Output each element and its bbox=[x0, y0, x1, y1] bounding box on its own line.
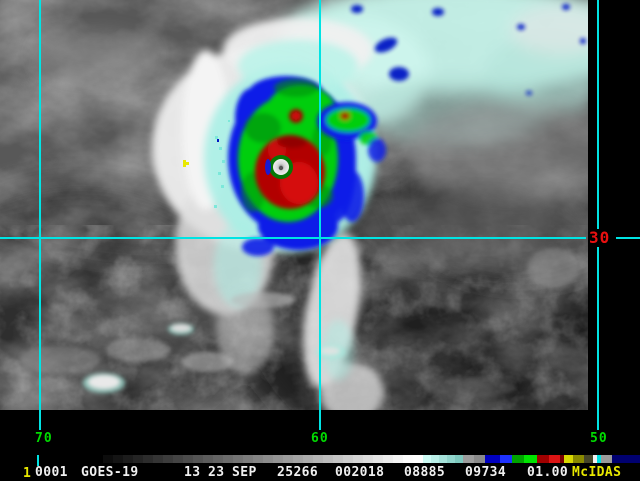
status-image-id: 0001 bbox=[35, 465, 68, 480]
colorbar-segment bbox=[431, 455, 439, 463]
colorbar-segment bbox=[243, 455, 253, 463]
colorbar-segment bbox=[123, 455, 133, 463]
colorbar-segment bbox=[303, 455, 313, 463]
colorbar-segment bbox=[173, 455, 183, 463]
colorbar-segment bbox=[573, 455, 584, 463]
status-satellite: GOES-19 bbox=[81, 465, 139, 480]
longitude-label-60: 60 bbox=[311, 431, 329, 446]
colorbar-segment bbox=[423, 455, 431, 463]
satellite-image-canvas bbox=[0, 0, 588, 410]
colorbar-segment bbox=[373, 455, 383, 463]
colorbar-segment bbox=[253, 455, 263, 463]
status-value-1: 08885 bbox=[404, 465, 446, 480]
colorbar-segment bbox=[363, 455, 373, 463]
status-time: 002018 bbox=[335, 465, 385, 480]
colorbar-segment bbox=[143, 455, 153, 463]
colorbar-segment bbox=[213, 455, 223, 463]
colorbar-segment bbox=[353, 455, 363, 463]
colorbar-segment bbox=[233, 455, 243, 463]
status-day: 13 bbox=[184, 465, 201, 480]
latitude-label-30: 30 bbox=[589, 228, 611, 247]
frame-tick-mark bbox=[37, 455, 39, 466]
colorbar-segment bbox=[393, 455, 403, 463]
colorbar-segment bbox=[333, 455, 343, 463]
status-value-3: 01.00 bbox=[527, 465, 569, 480]
hurricane-eye bbox=[265, 155, 293, 179]
colorbar-segment bbox=[163, 455, 173, 463]
colorbar-segment bbox=[403, 455, 413, 463]
colorbar-segment bbox=[223, 455, 233, 463]
colorbar-segment bbox=[293, 455, 303, 463]
gridline-horizontal-30n bbox=[0, 237, 586, 239]
colorbar-segment bbox=[283, 455, 293, 463]
colorbar-segment bbox=[612, 455, 640, 463]
colorbar-segment bbox=[273, 455, 283, 463]
colorbar-segment bbox=[183, 455, 193, 463]
colorbar-segment bbox=[524, 455, 537, 463]
gridline-vertical-60w bbox=[319, 0, 321, 430]
colorbar-segment bbox=[500, 455, 512, 463]
colorbar-segment bbox=[564, 455, 573, 463]
colorbar-segment bbox=[133, 455, 143, 463]
colorbar-segment bbox=[597, 455, 601, 463]
colorbar-segment bbox=[447, 455, 455, 463]
gridline-vertical-50w-upper bbox=[597, 0, 599, 229]
colorbar-segment bbox=[153, 455, 163, 463]
mcidas-brand-label: McIDAS bbox=[572, 465, 622, 480]
gridline-vertical-70w bbox=[39, 0, 41, 430]
longitude-label-50: 50 bbox=[590, 431, 608, 446]
colorbar-segment bbox=[343, 455, 353, 463]
colorbar-segment bbox=[537, 455, 549, 463]
colorbar-segment bbox=[413, 455, 423, 463]
colorbar-segment bbox=[439, 455, 447, 463]
colorbar-segment bbox=[203, 455, 213, 463]
colorbar-segment bbox=[455, 455, 463, 463]
colorbar-segment bbox=[593, 455, 597, 463]
gridline-vertical-50w-lower bbox=[597, 247, 599, 430]
colorbar-segment bbox=[113, 455, 123, 463]
colorbar-segment bbox=[463, 455, 474, 463]
colorbar-segment bbox=[383, 455, 393, 463]
frame-number: 1 bbox=[23, 466, 32, 481]
satellite-image[interactable] bbox=[0, 0, 588, 410]
colorbar bbox=[103, 455, 640, 463]
colorbar-segment bbox=[103, 455, 113, 463]
status-month: SEP bbox=[232, 465, 257, 480]
status-julian-date: 25266 bbox=[277, 465, 319, 480]
colorbar-segment bbox=[474, 455, 485, 463]
colorbar-segment bbox=[560, 455, 564, 463]
colorbar-segment bbox=[512, 455, 524, 463]
colorbar-segment bbox=[323, 455, 333, 463]
colorbar-segment bbox=[584, 455, 593, 463]
colorbar-segment bbox=[193, 455, 203, 463]
colorbar-segment bbox=[313, 455, 323, 463]
gridline-horizontal-30n-right bbox=[616, 237, 640, 239]
colorbar-segment bbox=[549, 455, 560, 463]
longitude-label-70: 70 bbox=[35, 431, 53, 446]
colorbar-segment bbox=[601, 455, 612, 463]
status-value-2: 09734 bbox=[465, 465, 507, 480]
status-hour: 23 bbox=[208, 465, 225, 480]
yellow-cursor-icon bbox=[183, 160, 189, 167]
colorbar-segment bbox=[263, 455, 273, 463]
colorbar-segment bbox=[485, 455, 500, 463]
